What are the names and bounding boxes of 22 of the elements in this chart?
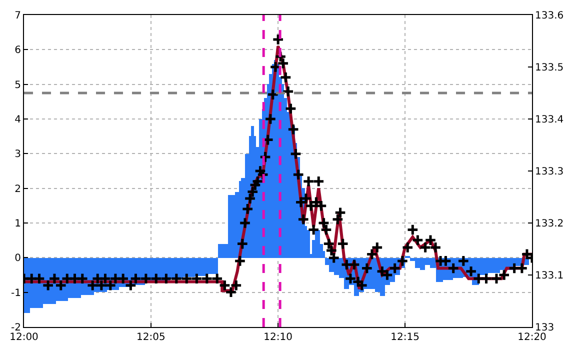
y2-tick-label: 133.3	[535, 166, 564, 178]
y-tick-label: 3	[14, 149, 21, 160]
y-tick-label: 5	[14, 80, 21, 91]
x-tick-label: 12:20	[518, 332, 546, 343]
x-tick-label: 12:05	[136, 332, 166, 343]
x-tick-label: 12:15	[390, 332, 420, 343]
y2-tick-label: 133.6	[535, 10, 564, 22]
y2-tick-label: 133.2	[535, 218, 564, 230]
y-tick-label: -1	[11, 288, 21, 299]
y-tick-label: 0	[14, 253, 21, 264]
y2-tick-label: 133.4	[535, 114, 564, 126]
y-tick-label: 6	[14, 45, 21, 56]
y-tick-label: 1	[14, 218, 21, 230]
y2-tick-label: 133.1	[535, 270, 564, 282]
y-tick-label: 4	[14, 114, 21, 126]
y-tick-label: 2	[14, 184, 21, 195]
y-tick-label: -2	[11, 322, 21, 334]
y2-tick-label: 133	[535, 322, 554, 334]
y2-tick-label: 133.5	[535, 62, 564, 74]
x-tick-label: 12:10	[264, 332, 292, 343]
x-tick-label: 12:00	[10, 332, 38, 343]
y-tick-label: 7	[14, 10, 21, 22]
